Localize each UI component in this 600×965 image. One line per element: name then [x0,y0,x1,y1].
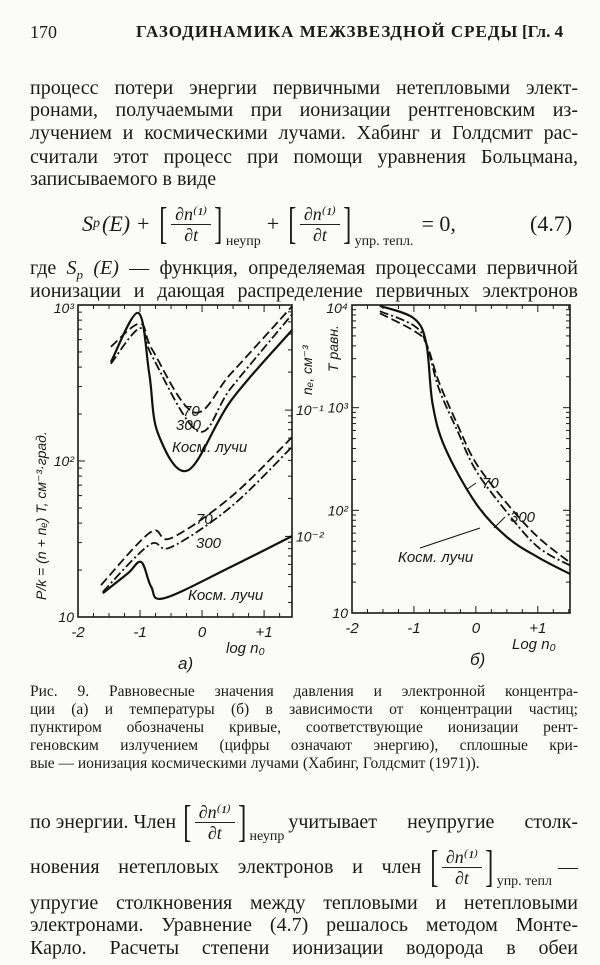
eq-arg: (E) + [102,211,151,236]
label-leader-line [465,482,477,491]
inline-term-elastic: [∂n⁽¹⁾ ∂t] упр. тепл [430,842,552,891]
inline-term-inelastic: [∂n⁽¹⁾ ∂t] неупр [183,797,285,846]
y-tick-label: 10² [328,502,350,518]
text-line: упругие столкновения между тепловыми и н… [30,892,578,914]
running-title: ГАЗОДИНАМИКА МЕЖЗВЕЗДНОЙ СРЕДЫ [136,22,519,41]
text-line: ионизации и дающая распределение первичн… [30,280,578,302]
text-line: ронами, получаемыми при ионизации рентге… [30,99,578,121]
y-axis-label: P/k = (n + nₑ) T, см⁻³·град. [33,431,49,600]
panel-label: б) [470,650,485,669]
right-y-tick-label: 10⁻² [296,528,325,544]
eq-rhs: = 0, [421,211,456,236]
series-label: Косм. лучи [172,439,248,456]
caption-line: вые — ионизация космическими лучами (Хаб… [30,755,480,772]
eq-numerator: ∂n⁽¹⁾ [171,204,212,225]
eq-number: (4.7) [530,211,573,236]
y-tick-label: 10² [54,453,76,469]
eq-term-inelastic: [∂n⁽¹⁾ ∂t] неупр [159,199,261,250]
eq-subscript: неупр [249,829,285,844]
eq-numerator: ∂n⁽¹⁾ [441,847,483,868]
label-leader-line [419,527,481,549]
page-number: 170 [30,22,57,42]
series-line-dashed [379,312,571,564]
x-axis-label: Log n₀ [512,636,556,653]
series-line-upper-solid [109,311,293,473]
eq-denominator: ∂t [455,867,469,888]
series-label: Косм. лучи [188,587,264,604]
x-tick-label: -2 [71,624,85,641]
text-line: процесс потери энергии первичными нетепл… [30,77,578,99]
series-line-upper-dashed [110,305,293,414]
series-line-upper-dash-dot [110,313,293,433]
text-span: учитывает неупругие столк- [288,811,578,833]
text-line: электронами. Уравнение (4.7) решалось ме… [30,914,578,936]
x-tick-label: -1 [407,620,420,637]
text-span: новения нетепловых электронов и член [30,856,422,878]
eq-term-elastic: [∂n⁽¹⁾ ∂t] упр. тепл. [288,199,414,250]
series-label: 300 [510,509,536,526]
eq-denominator: ∂t [184,224,199,245]
caption-line: пунктиром обозначены кривые, соответству… [30,719,578,736]
series-line-dash-dot [379,310,571,567]
series-label: 300 [176,417,202,434]
eq-numerator: ∂n⁽¹⁾ [299,204,340,225]
text-span: — [558,856,578,878]
series-line-lower-solid [102,535,293,601]
series-label: 70 [196,511,213,528]
eq-symbol: S [82,211,93,236]
eq-denominator: ∂t [312,224,327,245]
series-line-lower-dash-dot [102,446,293,593]
text-line: лучением и космическими лучами. Хабинг и… [30,122,578,144]
y-tick-label: 10³ [328,400,349,416]
panel-label: а) [178,654,193,673]
text-line: новения нетепловых электронов и член [∂n… [30,842,578,891]
x-tick-label: +1 [529,620,546,637]
text-span: по энергии. Член [30,811,177,833]
caption-line: ции (а) и температуры (б) в зависимости … [30,701,578,718]
text-line: где Sp (E) — функция, определяемая проце… [30,257,578,282]
label-leader-line [493,516,506,529]
x-tick-label: +1 [256,624,273,641]
caption-line: Рис. 9. Равновесные значения давления и … [30,683,578,700]
x-tick-label: 0 [198,624,207,641]
text-line: Карло. Расчеты степени ионизации водород… [30,937,578,959]
eq-denominator: ∂t [207,822,222,843]
eq-sub: p [93,216,100,231]
plot-frame [351,304,571,614]
series-label: Косм. лучи [398,549,474,566]
x-tick-label: 0 [472,620,481,637]
plot-frame [77,304,293,618]
series-line-solid [379,304,571,575]
text-line: считали этот процесс при помощи уравнени… [30,146,578,168]
y-tick-label: 10 [332,605,348,621]
series-label: 300 [196,535,222,552]
right-y-tick-label: 10⁻¹ [296,402,324,418]
eq-subscript: упр. тепл. [354,234,414,249]
series-line-lower-dashed [100,436,293,586]
x-axis-label: log n₀ [226,640,265,657]
series-label: 70 [482,475,499,492]
eq-subscript: упр. тепл [496,874,552,889]
series-label: 70 [183,403,200,420]
y-axis-label: T равн. [325,325,341,372]
text-line: записываемого в виде [30,168,217,190]
chapter-label: [Гл. 4 [522,22,564,41]
text-line: по энергии. Член [∂n⁽¹⁾ ∂t] неупр учитывае… [30,797,578,846]
x-tick-label: -2 [345,620,359,637]
eq-numerator: ∂n⁽¹⁾ [194,802,235,823]
x-tick-label: -1 [133,624,146,641]
y-tick-label: 10⁴ [326,300,348,316]
y-tick-label: 10³ [54,300,75,316]
y-tick-label: 10 [58,609,74,625]
right-y-axis-label: nₑ, см⁻³ [299,345,315,395]
caption-line: геновским излучением (цифры означают эне… [30,737,578,754]
eq-subscript: неупр [225,234,261,249]
eq-plus: + [266,211,280,236]
